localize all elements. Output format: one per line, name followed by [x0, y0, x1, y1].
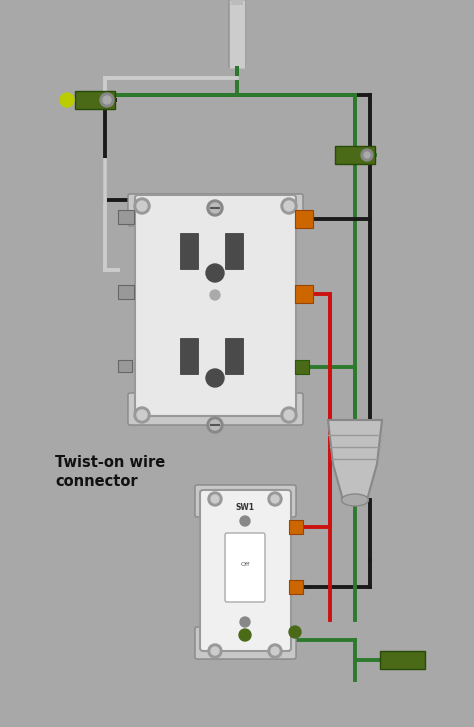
Bar	[295, 210, 313, 228]
Circle shape	[284, 410, 294, 420]
Text: Off: Off	[240, 563, 250, 568]
FancyBboxPatch shape	[195, 627, 296, 659]
Bar	[295, 360, 309, 374]
Circle shape	[240, 516, 250, 526]
Circle shape	[210, 203, 220, 213]
Circle shape	[208, 492, 222, 506]
FancyBboxPatch shape	[128, 393, 303, 425]
Circle shape	[210, 290, 220, 300]
FancyBboxPatch shape	[225, 533, 265, 602]
Circle shape	[60, 93, 74, 107]
Circle shape	[211, 495, 219, 503]
FancyBboxPatch shape	[200, 490, 291, 651]
Circle shape	[289, 626, 301, 638]
Bar	[118, 285, 134, 299]
Bar	[335, 146, 375, 164]
Bar	[225, 233, 243, 269]
Bar	[75, 91, 115, 109]
Circle shape	[211, 647, 219, 655]
Circle shape	[207, 200, 223, 216]
Bar	[225, 338, 243, 374]
FancyBboxPatch shape	[195, 485, 296, 517]
Circle shape	[100, 93, 114, 107]
Circle shape	[134, 407, 150, 423]
Circle shape	[281, 198, 297, 214]
Circle shape	[137, 410, 147, 420]
Circle shape	[134, 198, 150, 214]
Circle shape	[206, 369, 224, 387]
Circle shape	[361, 149, 373, 161]
Circle shape	[284, 201, 294, 211]
Bar	[380, 651, 425, 669]
Ellipse shape	[341, 494, 368, 506]
Bar	[289, 520, 303, 534]
FancyBboxPatch shape	[135, 195, 296, 416]
FancyBboxPatch shape	[128, 194, 303, 226]
Circle shape	[207, 417, 223, 433]
Circle shape	[206, 264, 224, 282]
Circle shape	[268, 644, 282, 658]
Bar	[180, 233, 198, 269]
Polygon shape	[328, 420, 382, 500]
Circle shape	[210, 420, 220, 430]
Circle shape	[239, 629, 251, 641]
Bar	[118, 360, 132, 372]
Bar	[118, 210, 134, 224]
Text: Twist-on wire
connector: Twist-on wire connector	[55, 455, 165, 489]
Bar	[295, 285, 313, 303]
Circle shape	[240, 617, 250, 627]
Bar	[180, 338, 198, 374]
Circle shape	[271, 495, 279, 503]
Bar	[231, 0, 243, 5]
Circle shape	[103, 96, 111, 104]
Circle shape	[271, 647, 279, 655]
Circle shape	[364, 152, 370, 158]
Circle shape	[208, 644, 222, 658]
Circle shape	[137, 201, 147, 211]
Text: SW1: SW1	[236, 502, 255, 512]
Bar	[289, 580, 303, 594]
Circle shape	[268, 492, 282, 506]
Circle shape	[281, 407, 297, 423]
